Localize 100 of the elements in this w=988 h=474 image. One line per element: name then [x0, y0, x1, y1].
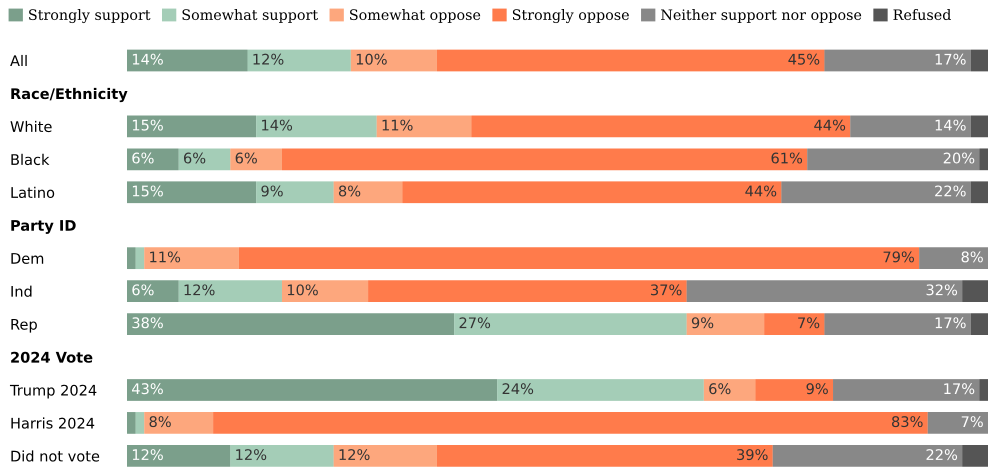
bar: [979, 148, 988, 170]
bar: [772, 445, 962, 467]
data-label: 12%: [340, 449, 370, 460]
data-label: 6%: [184, 152, 206, 164]
bar: [178, 280, 282, 302]
bar: [127, 116, 256, 138]
bar: [970, 50, 988, 72]
bar: [238, 247, 920, 270]
bar: [928, 412, 988, 434]
bar: [970, 313, 988, 335]
data-label: 22%: [926, 449, 958, 460]
bar: [334, 181, 403, 204]
y-tick-label: Ind: [11, 286, 32, 297]
data-label: 14%: [262, 120, 292, 131]
bar: [962, 445, 988, 467]
bar: [850, 116, 971, 138]
bar: [436, 50, 824, 72]
bar: [127, 148, 179, 170]
bar: [471, 116, 850, 138]
data-label: 38%: [132, 317, 163, 328]
data-label: 12%: [253, 54, 284, 65]
bar: [127, 412, 136, 434]
bar: [248, 50, 351, 72]
data-label: 17%: [936, 54, 966, 65]
bar: [919, 247, 988, 270]
legend-label: Strongly support: [29, 9, 150, 24]
data-label: 61%: [771, 152, 802, 164]
y-tick-label: Latino: [11, 186, 54, 198]
data-label: 8%: [962, 251, 983, 262]
y-tick-label: Black: [11, 154, 50, 166]
bar: [376, 116, 472, 138]
data-label: 9%: [692, 317, 714, 328]
data-label: 39%: [737, 449, 768, 460]
bar: [833, 379, 980, 401]
data-label: 83%: [892, 416, 923, 428]
bar: [213, 412, 928, 434]
y-tick-label: Rep: [11, 318, 37, 333]
data-label: 27%: [460, 317, 490, 328]
y-tick-label: Did not vote: [11, 450, 100, 462]
legend-label: Refused: [893, 9, 951, 20]
data-label: 11%: [382, 120, 413, 131]
data-label: 12%: [132, 449, 163, 460]
data-label: 11%: [150, 251, 180, 262]
bar: [807, 148, 980, 170]
data-label: 12%: [184, 284, 215, 296]
bar: [127, 181, 256, 204]
bar: [256, 181, 334, 204]
y-tick-label: Party ID: [11, 220, 76, 234]
bar: [136, 247, 144, 270]
bar: [686, 280, 962, 302]
data-label: 14%: [936, 120, 966, 131]
bar: [970, 181, 988, 204]
legend-label: Somewhat support: [182, 9, 318, 23]
y-tick-label: All: [10, 54, 27, 66]
data-label: 15%: [132, 185, 163, 197]
data-label: 8%: [150, 416, 171, 428]
bar: [979, 379, 988, 401]
data-label: 10%: [356, 54, 387, 65]
data-label: 15%: [132, 120, 163, 131]
y-tick-label: Dem: [11, 253, 44, 264]
bar: [962, 280, 988, 302]
data-label: 7%: [798, 317, 820, 328]
data-label: 10%: [288, 284, 318, 296]
bar: [764, 313, 824, 335]
bar: [230, 148, 282, 170]
data-label: 44%: [814, 120, 846, 131]
bar: [781, 181, 971, 204]
y-tick-label: Race/Ethnicity: [11, 88, 128, 102]
data-label: 14%: [132, 54, 163, 65]
y-tick-label: 2024 Vote: [11, 352, 92, 363]
data-label: 20%: [944, 152, 974, 164]
bar: [127, 50, 248, 72]
data-label: 6%: [132, 152, 154, 164]
bar: [127, 379, 498, 401]
y-tick-label: Trump 2024: [10, 384, 96, 399]
data-label: 6%: [709, 383, 731, 394]
data-label: 22%: [935, 185, 966, 197]
bar: [350, 50, 437, 72]
data-label: 9%: [261, 185, 283, 197]
data-label: 9%: [806, 383, 828, 394]
bar: [454, 313, 687, 335]
data-label: 6%: [236, 152, 257, 164]
data-label: 43%: [132, 383, 163, 394]
data-label: 45%: [788, 54, 820, 65]
legend-label: Somewhat oppose: [350, 9, 480, 23]
bar: [127, 280, 179, 302]
data-label: 17%: [944, 383, 974, 394]
legend-label: Strongly oppose: [512, 9, 629, 24]
bar: [256, 116, 377, 138]
data-label: 7%: [962, 416, 983, 428]
bar: [178, 148, 230, 170]
bar: [686, 313, 764, 335]
data-label: 8%: [338, 185, 360, 197]
data-label: 24%: [502, 383, 534, 394]
bar: [368, 280, 687, 302]
bar: [127, 313, 454, 335]
bar: [756, 379, 834, 401]
bar: [970, 116, 988, 138]
bar: [144, 412, 214, 434]
data-label: 6%: [132, 284, 154, 296]
